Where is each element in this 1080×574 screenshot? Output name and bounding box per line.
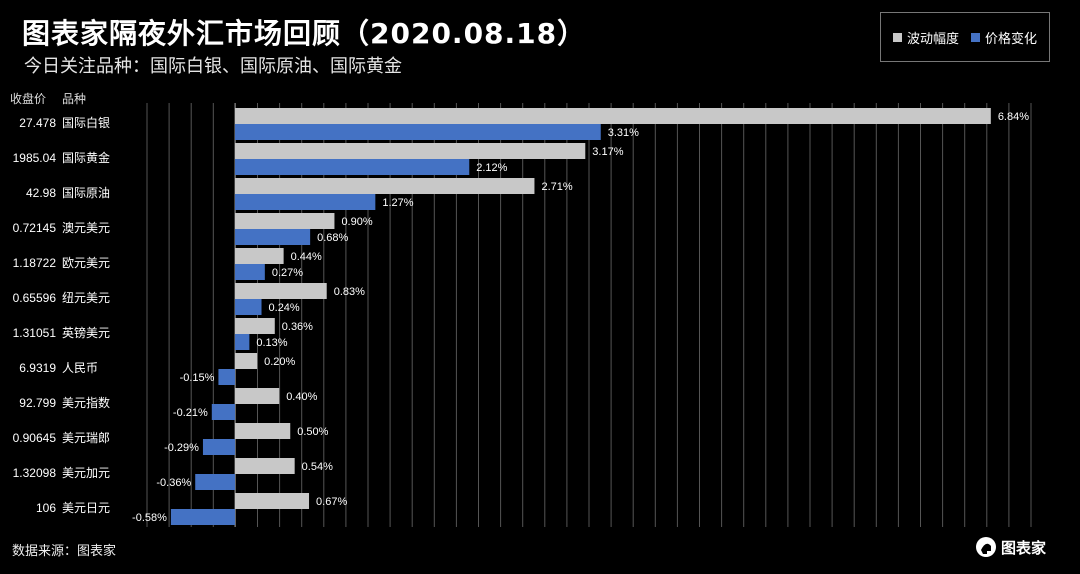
volatility-bar (235, 108, 991, 124)
category-label: 美元指数 (62, 395, 110, 410)
volatility-bar (235, 353, 258, 369)
volatility-bar (235, 458, 295, 474)
volatility-data-label: 0.40% (286, 391, 317, 403)
legend-item-volatility: 波动幅度 (892, 28, 959, 47)
volatility-bar (235, 318, 275, 334)
price-change-bar (235, 194, 376, 210)
close-price-label: 106 (36, 501, 56, 515)
close-price-label: 1.18722 (13, 256, 57, 270)
price-change-data-label: -0.15% (180, 372, 215, 384)
close-price-label: 0.72145 (13, 221, 57, 235)
category-label: 欧元美元 (62, 256, 110, 270)
category-label: 澳元美元 (62, 221, 110, 235)
legend-item-price-change: 价格变化 (971, 28, 1037, 47)
volatility-data-label: 0.54% (302, 461, 333, 473)
price-change-data-label: 1.27% (382, 197, 413, 209)
brand-logo: 图表家 (975, 536, 1046, 558)
price-change-bar (235, 159, 470, 175)
price-change-bar (235, 334, 250, 350)
volatility-bar (235, 493, 310, 509)
close-price-label: 1.32098 (13, 466, 57, 480)
price-change-data-label: -0.58% (132, 512, 167, 524)
price-change-data-label: 0.13% (256, 337, 287, 349)
price-change-data-label: 2.12% (476, 162, 507, 174)
volatility-bar (235, 283, 327, 299)
category-label: 国际白银 (62, 115, 110, 130)
volatility-data-label: 6.84% (998, 111, 1029, 123)
category-label: 美元日元 (62, 501, 110, 515)
legend: 波动幅度 价格变化 (880, 12, 1050, 62)
category-label: 国际原油 (62, 186, 110, 200)
category-label: 人民币 (62, 361, 98, 375)
category-label: 纽元美元 (62, 291, 110, 305)
legend-label-price-change: 价格变化 (985, 31, 1038, 47)
legend-label-volatility: 波动幅度 (906, 31, 959, 47)
volatility-data-label: 0.50% (297, 426, 328, 438)
price-change-data-label: 0.27% (272, 267, 303, 279)
price-change-data-label: 0.24% (269, 302, 300, 314)
close-price-label: 0.90645 (13, 431, 57, 445)
close-price-label: 27.478 (19, 116, 56, 130)
volatility-data-label: 0.36% (282, 321, 313, 333)
price-change-bar (235, 264, 265, 280)
logo-text: 图表家 (1001, 538, 1047, 557)
price-change-bar (235, 229, 311, 245)
volatility-bar (235, 178, 535, 194)
price-change-bar (235, 299, 262, 315)
legend-swatch-price-change (971, 32, 980, 42)
price-change-bar (195, 474, 235, 490)
close-price-label: 42.98 (26, 186, 56, 200)
volatility-bar (235, 248, 284, 264)
price-change-bar (218, 369, 235, 385)
volatility-data-label: 0.20% (264, 356, 295, 368)
volatility-data-label: 0.83% (334, 286, 365, 298)
price-change-data-label: -0.36% (156, 477, 191, 489)
volatility-bar (235, 388, 280, 404)
price-change-data-label: -0.29% (164, 442, 199, 454)
legend-swatch-volatility (892, 32, 902, 42)
close-price-label: 1985.04 (13, 151, 57, 165)
price-change-bar (235, 124, 601, 140)
volatility-data-label: 0.44% (291, 251, 322, 263)
volatility-data-label: 0.67% (316, 496, 347, 508)
column-header-name: 品种 (62, 92, 87, 106)
price-change-data-label: 3.31% (608, 127, 639, 139)
close-price-label: 1.31051 (13, 326, 57, 340)
volatility-bar (235, 213, 335, 229)
chart-title: 图表家隔夜外汇市场回顾（2020.08.18） (22, 17, 587, 50)
logo-head-icon (976, 537, 996, 557)
price-change-bar (211, 404, 235, 420)
category-label: 美元加元 (62, 466, 110, 480)
volatility-bar (235, 143, 586, 159)
close-price-label: 0.65596 (13, 291, 57, 305)
category-label: 美元瑞郎 (62, 431, 110, 445)
column-header-price: 收盘价 (10, 92, 47, 106)
volatility-data-label: 0.90% (341, 216, 372, 228)
close-price-label: 92.799 (19, 396, 56, 410)
volatility-bar (235, 423, 291, 439)
close-price-label: 6.9319 (19, 361, 56, 375)
volatility-data-label: 3.17% (592, 146, 623, 158)
price-change-bar (170, 509, 235, 525)
volatility-data-label: 2.71% (541, 181, 572, 193)
source-note: 数据来源：图表家 (12, 544, 117, 559)
category-label: 国际黄金 (62, 150, 110, 165)
price-change-data-label: 0.68% (317, 232, 348, 244)
price-change-data-label: -0.21% (173, 407, 208, 419)
category-label: 英镑美元 (62, 325, 110, 340)
price-change-bar (202, 439, 235, 455)
chart-subtitle: 今日关注品种：国际白银、国际原油、国际黄金 (24, 56, 402, 77)
